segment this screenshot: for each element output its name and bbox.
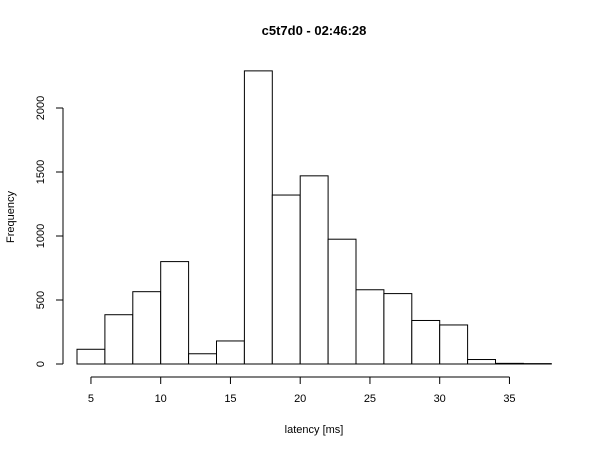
y-tick-label: 1000 bbox=[35, 224, 47, 248]
histogram-bar bbox=[160, 261, 190, 365]
x-axis-label: latency [ms] bbox=[285, 424, 344, 436]
x-tick-label: 30 bbox=[434, 393, 446, 405]
histogram-bar bbox=[76, 348, 106, 365]
x-tick-label: 15 bbox=[224, 393, 236, 405]
bars-group bbox=[76, 70, 552, 365]
y-tick-label: 500 bbox=[35, 291, 47, 309]
histogram-bar bbox=[132, 291, 162, 365]
y-axis-label: Frequency bbox=[5, 191, 17, 243]
histogram-bar bbox=[467, 359, 497, 365]
histogram-bar bbox=[299, 175, 329, 365]
chart-title: c5t7d0 - 02:46:28 bbox=[262, 23, 367, 38]
y-tick-label: 0 bbox=[35, 361, 47, 367]
y-axis: 0 500 1000 1500 2000 bbox=[35, 96, 64, 367]
histogram-bar bbox=[271, 194, 301, 365]
y-tick-label: 2000 bbox=[35, 96, 47, 120]
histogram-bar bbox=[243, 70, 273, 365]
histogram-bar bbox=[104, 314, 134, 365]
histogram-bar bbox=[439, 324, 469, 365]
histogram-bar bbox=[188, 353, 218, 365]
x-tick-label: 35 bbox=[503, 393, 515, 405]
x-tick-label: 5 bbox=[88, 393, 94, 405]
histogram-bar bbox=[383, 293, 413, 365]
histogram-bar bbox=[216, 340, 245, 365]
y-tick-label: 1500 bbox=[35, 160, 47, 184]
x-tick-label: 20 bbox=[294, 393, 306, 405]
histogram-bar bbox=[327, 238, 357, 365]
x-axis: 5 10 15 20 25 30 35 bbox=[88, 376, 516, 405]
x-tick-label: 10 bbox=[155, 393, 167, 405]
histogram-bar bbox=[355, 289, 385, 365]
histogram-bar bbox=[495, 362, 524, 365]
x-tick-label: 25 bbox=[364, 393, 376, 405]
histogram-bar bbox=[411, 319, 441, 365]
